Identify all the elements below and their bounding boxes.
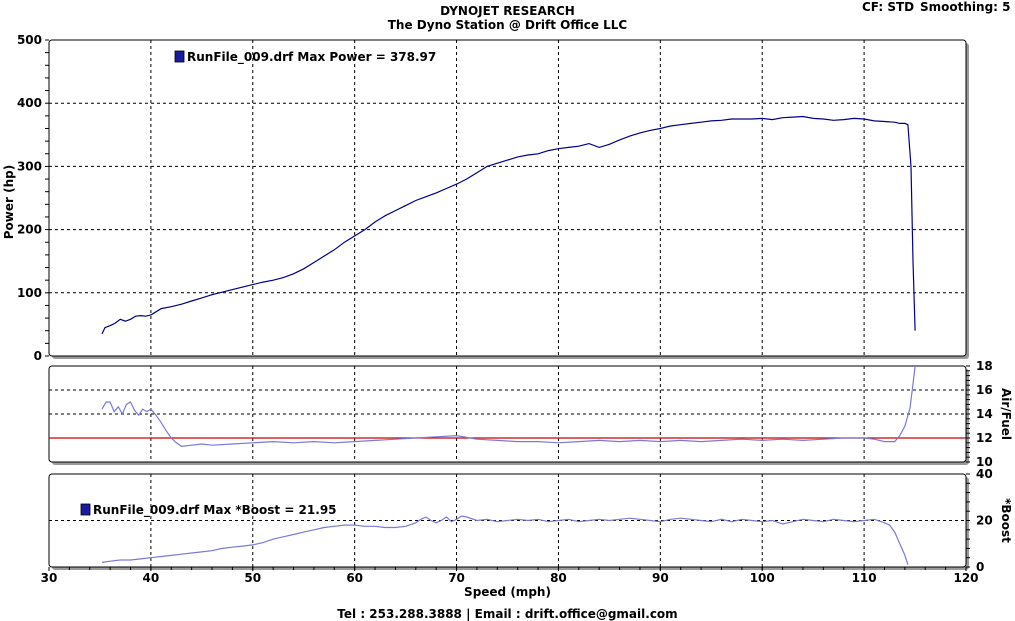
power-panel-frame [48, 39, 967, 357]
chart-subtitle: The Dyno Station @ Drift Office LLC [387, 18, 628, 32]
smoothing-label: Smoothing: 5 [920, 0, 1011, 14]
airfuel-ytick-label: 16 [976, 383, 993, 397]
boost-y-axis-label: *Boost [999, 498, 1013, 543]
boost-series-line [101, 515, 909, 565]
power-ytick-label: 200 [17, 223, 42, 237]
airfuel-y-axis-label: Air/Fuel [999, 388, 1013, 440]
x-tick-label: 50 [244, 571, 261, 585]
power-ytick-label: 100 [17, 286, 42, 300]
x-axis-label: Speed (mph) [464, 585, 551, 599]
x-tick-label: 110 [852, 571, 877, 585]
power-series-line [101, 115, 916, 335]
power-legend-label: RunFile_009.drf Max Power = 378.97 [187, 50, 436, 65]
boost-ytick-label: 40 [976, 467, 993, 481]
power-ytick-label: 500 [17, 33, 42, 47]
x-tick-label: 80 [550, 571, 567, 585]
boost-panel: 0 20 40 *Boost RunFile_009.drf Max *Boost = … [41, 467, 1013, 599]
power-ytick-label: 400 [17, 96, 42, 110]
x-tick-label: 60 [346, 571, 363, 585]
x-tick-label: 30 [41, 571, 58, 585]
correction-factor-label: CF: STD [862, 0, 915, 14]
boost-ytick-label: 0 [976, 560, 984, 574]
boost-legend-label: RunFile_009.drf Max *Boost = 21.95 [93, 503, 337, 518]
power-ytick-label: 0 [34, 349, 42, 363]
x-tick-label: 70 [448, 571, 465, 585]
power-legend-swatch [174, 50, 185, 63]
boost-legend-swatch [80, 503, 91, 516]
airfuel-ytick-label: 14 [976, 407, 993, 421]
airfuel-ytick-label: 10 [976, 455, 993, 469]
x-tick-label: 120 [953, 571, 978, 585]
chart-title: DYNOJET RESEARCH [440, 4, 575, 18]
x-tick-label: 40 [143, 571, 160, 585]
boost-ytick-label: 20 [976, 514, 993, 528]
power-ytick-label: 300 [17, 159, 42, 173]
airfuel-ytick-label: 18 [976, 359, 993, 373]
airfuel-series-line [101, 365, 916, 448]
footer-contact: Tel : 253.288.3888 | Email : drift.offic… [337, 607, 678, 621]
airfuel-panel: 10 12 14 16 18 Air/Fuel [48, 359, 1013, 469]
x-tick-label: 90 [652, 571, 669, 585]
airfuel-ytick-label: 12 [976, 431, 993, 445]
x-tick-label: 100 [750, 571, 775, 585]
power-panel: 0 100 200 300 400 500 Power (hp) RunFile_009.dr… [2, 33, 969, 363]
power-y-axis-label: Power (hp) [2, 165, 16, 239]
